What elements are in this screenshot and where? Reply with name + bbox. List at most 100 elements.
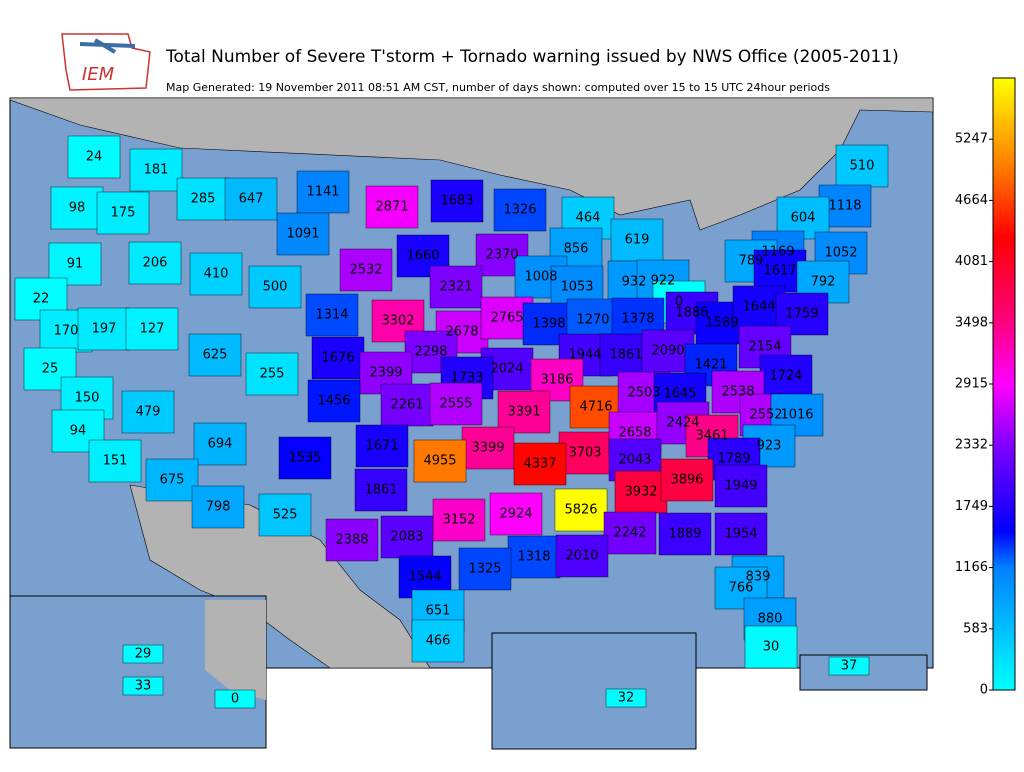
office-value: 604 [791,211,816,226]
colorbar-tick-label: 3498 [955,315,988,330]
office-region [145,458,199,502]
office-value: 694 [208,437,233,452]
office-value: 1724 [769,369,802,384]
office-region [77,307,131,351]
office-value: 2399 [369,366,402,381]
colorbar-tick-label: 4664 [955,193,988,208]
office-value: 1644 [742,300,775,315]
colorbar-tick-label: 1166 [955,560,988,575]
office-value: 479 [136,405,161,420]
canada-inset [205,600,266,700]
office-value: 3896 [670,473,703,488]
office-value: 2555 [439,397,472,412]
office-region [354,468,408,512]
office-value: 3461 [695,429,728,444]
office-value: 647 [239,192,264,207]
office-region [121,390,175,434]
label-layer: 24 181 98 175 285 647 1141 2871 1683 1326 464 619 51… [33,150,875,707]
office-value: 2388 [335,533,368,548]
office-value: 1733 [450,371,483,386]
hawaii-inset [491,632,697,750]
office-value: 500 [263,280,288,295]
office-value: 127 [140,322,165,337]
office-value: 4337 [523,457,556,472]
office-value: 932 [622,275,647,290]
office-value: 2532 [349,263,382,278]
office-value: 1886 [675,306,708,321]
office-value: 923 [757,439,782,454]
office-region [461,426,515,470]
office-value: 25 [42,362,59,377]
office-value: 2538 [721,385,754,400]
office-value: 3186 [540,373,573,388]
office-value: 285 [191,192,216,207]
office-value: 1759 [785,307,818,322]
office-value: 150 [75,391,100,406]
logo: IEM [61,33,151,91]
office-region [429,382,483,426]
office-region [325,518,379,562]
office-value: 2090 [651,344,684,359]
office-region [714,512,768,556]
office-region [307,379,361,423]
office-value: 619 [625,233,650,248]
office-value: 2261 [390,398,423,413]
office-region [497,390,551,434]
office-region [432,498,486,542]
office-value: 525 [273,508,298,523]
inset-region-layer [122,644,870,709]
office-value: 3391 [507,405,540,420]
office-region [430,179,484,223]
office-value: 197 [92,322,117,337]
office-value: 1398 [532,317,565,332]
colorbar-tick-label: 1749 [955,499,988,514]
office-value: 2242 [613,526,646,541]
office-value: 2010 [565,549,598,564]
office-value: 1544 [408,570,441,585]
office-value: 1861 [364,483,397,498]
office-region [614,470,668,514]
office-value: 1861 [609,348,642,363]
office-value: 30 [763,640,780,655]
office-value: 675 [160,473,185,488]
office-region [122,676,164,696]
office-region [129,148,183,192]
office-region [191,485,245,529]
office-value: 33 [135,679,152,694]
office-value: 880 [758,612,783,627]
office-value: 1325 [468,562,501,577]
office-value: 2154 [748,340,781,355]
office-value: 1889 [668,527,701,542]
office-value: 2043 [618,453,651,468]
office-value: 175 [111,206,136,221]
office-value: 3399 [471,441,504,456]
office-region [558,431,612,475]
office-value: 37 [841,659,858,674]
office-region [744,625,798,669]
office-value: 181 [144,163,169,178]
office-region [413,439,467,483]
office-value: 2503 [627,386,660,401]
office-value: 1270 [576,313,609,328]
office-region [276,212,330,256]
office-value: 922 [651,274,676,289]
office-value: 0 [675,295,683,310]
office-region [50,186,104,230]
office-value: 1052 [824,246,857,261]
office-value: 1683 [440,194,473,209]
office-value: 2658 [618,426,651,441]
office-region [458,547,512,591]
office-value: 29 [135,647,152,662]
office-region [380,383,434,427]
colorbar-tick-label: 4081 [955,254,988,269]
office-region [365,185,419,229]
office-value: 1671 [365,439,398,454]
office-region [828,656,870,676]
office-value: 1118 [828,199,861,214]
office-value: 1378 [621,312,654,327]
office-value: 2678 [445,325,478,340]
office-value: 1314 [315,308,348,323]
office-region [605,688,647,708]
office-region [258,493,312,537]
office-value: 2424 [666,416,699,431]
